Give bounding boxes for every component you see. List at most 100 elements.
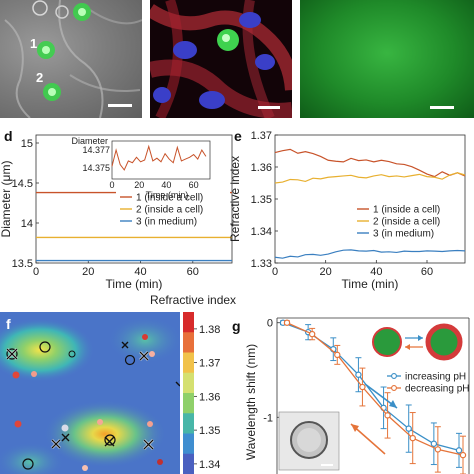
colorbar-tick-label: 1.38: [199, 324, 220, 336]
brightfield-image-panel: 1 2: [0, 0, 142, 118]
legend-marker: [391, 373, 397, 379]
inset-x-tick-label: 60: [189, 180, 199, 190]
medium-image-panel: [300, 0, 474, 118]
colorbar-title: Refractive index: [150, 293, 237, 307]
inset-x-tick-label: 0: [109, 180, 114, 190]
y-axis-label: Refractive index: [228, 156, 242, 242]
heatmap-image: [0, 316, 180, 474]
colorbar-tick-label: 1.34: [199, 459, 220, 471]
inset-y-tick-label: 14.375: [82, 163, 110, 173]
data-point: [359, 383, 366, 391]
legend-entry: 1 (inside a cell): [373, 205, 440, 216]
x-tick-label: 40: [370, 266, 382, 278]
legend-entry: decreasing pH: [405, 384, 469, 395]
legend-entry: 2 (inside a cell): [136, 205, 203, 216]
y-tick-label: 1.37: [251, 130, 272, 142]
increasing-arrow-head: [389, 400, 397, 408]
scale-bar: [258, 106, 280, 109]
sample-markers: [6, 334, 180, 471]
x-tick-label: 0: [33, 266, 39, 278]
y-tick-label: 1.36: [251, 162, 272, 174]
data-point: [459, 451, 467, 459]
data-point: [384, 412, 391, 419]
panel-label-f: f: [6, 316, 11, 332]
refractive-index-map: [0, 312, 180, 474]
y-tick-label: 0: [267, 318, 273, 330]
colorbar-tick-label: 1.35: [199, 425, 220, 437]
data-point: [405, 425, 412, 432]
legend-entry: 1 (inside a cell): [136, 193, 203, 204]
inset-x-tick-label: 20: [134, 180, 144, 190]
x-tick-label: 60: [187, 266, 199, 278]
legend-entry: 3 (in medium): [136, 217, 197, 228]
bead-schematic-thick-shell: [425, 323, 463, 361]
data-point: [430, 440, 438, 447]
inset-x-axis-label: Time (min): [146, 190, 189, 200]
colorbar: 1.38 1.37 1.36 1.35 1.34: [183, 312, 220, 474]
legend-marker: [391, 385, 397, 391]
legend-entry: 3 (in medium): [373, 229, 434, 240]
x-tick-label: 20: [320, 266, 332, 278]
y-tick-label: -1: [263, 412, 273, 424]
legend-entry: increasing pH: [405, 372, 466, 383]
y-tick-label: 1.34: [251, 226, 272, 238]
y-tick-label: 1.35: [251, 194, 272, 206]
inset-y-tick-label: 14.377: [82, 145, 110, 155]
colorbar-segment: [183, 372, 194, 394]
plot-frame: [35, 134, 233, 264]
panel-label-g: g: [232, 318, 241, 334]
inset-y-axis-label: Diameter: [71, 136, 108, 146]
bead-schematic-thin-shell: [372, 327, 402, 357]
colorbar-segment: [183, 332, 194, 353]
schematic-arrow-back-head: [405, 344, 410, 350]
series-line-2: [286, 322, 464, 456]
y-tick-label: 14.5: [12, 178, 33, 190]
x-tick-label: 20: [82, 266, 94, 278]
data-point: [409, 434, 416, 442]
bead-micrograph-core: [297, 428, 321, 452]
data-point: [283, 319, 291, 326]
scale-bar: [430, 106, 454, 109]
data-point: [308, 330, 316, 338]
scale-bar: [321, 464, 333, 466]
marker-label-2: 2: [36, 70, 44, 85]
legend-entry: 2 (inside a cell): [373, 217, 440, 228]
panel-label-d: d: [4, 128, 13, 144]
colorbar-tick-label: 1.36: [199, 391, 220, 403]
series-line-2: [274, 172, 466, 184]
colorbar-segment: [183, 312, 194, 333]
y-tick-label: 15: [21, 138, 33, 150]
colorbar-segment: [183, 453, 194, 474]
colorbar-segment: [183, 393, 194, 414]
inset-x-tick-label: 40: [161, 180, 171, 190]
x-axis-label: Time (min): [342, 277, 399, 291]
panel-label-e: e: [234, 128, 242, 144]
data-point: [455, 447, 463, 454]
legend-box: [116, 189, 230, 229]
inset-frame: [111, 140, 211, 180]
marker-label-1: 1: [30, 36, 38, 51]
y-axis-label: Wavelength shift (nm): [244, 344, 258, 460]
series-line-3: [274, 249, 466, 259]
brightfield-image: [4, 0, 142, 118]
y-axis-label: Diameter (μm): [0, 161, 13, 238]
x-tick-label: 0: [272, 266, 278, 278]
colorbar-segment: [183, 433, 194, 455]
data-point: [434, 446, 442, 453]
decreasing-arrow-head: [351, 424, 359, 432]
x-tick-label: 60: [421, 266, 433, 278]
fluorescence-image: [150, 0, 292, 118]
y-tick-label: 14: [21, 218, 33, 230]
colorbar-segment: [183, 413, 194, 434]
schematic-arrow-forward-head: [418, 335, 423, 341]
y-tick-label: 13.5: [12, 258, 33, 270]
scale-bar: [108, 104, 132, 107]
colorbar-segment: [183, 352, 194, 374]
y-tick-label: 1.33: [251, 258, 272, 270]
data-point: [334, 351, 341, 359]
x-tick-label: 40: [134, 266, 146, 278]
plot-frame: [274, 134, 466, 264]
wavelength-shift-chart: 0 -1 Wavelength shift (nm) increasing pHdec…: [244, 317, 469, 474]
data-point: [355, 371, 362, 378]
